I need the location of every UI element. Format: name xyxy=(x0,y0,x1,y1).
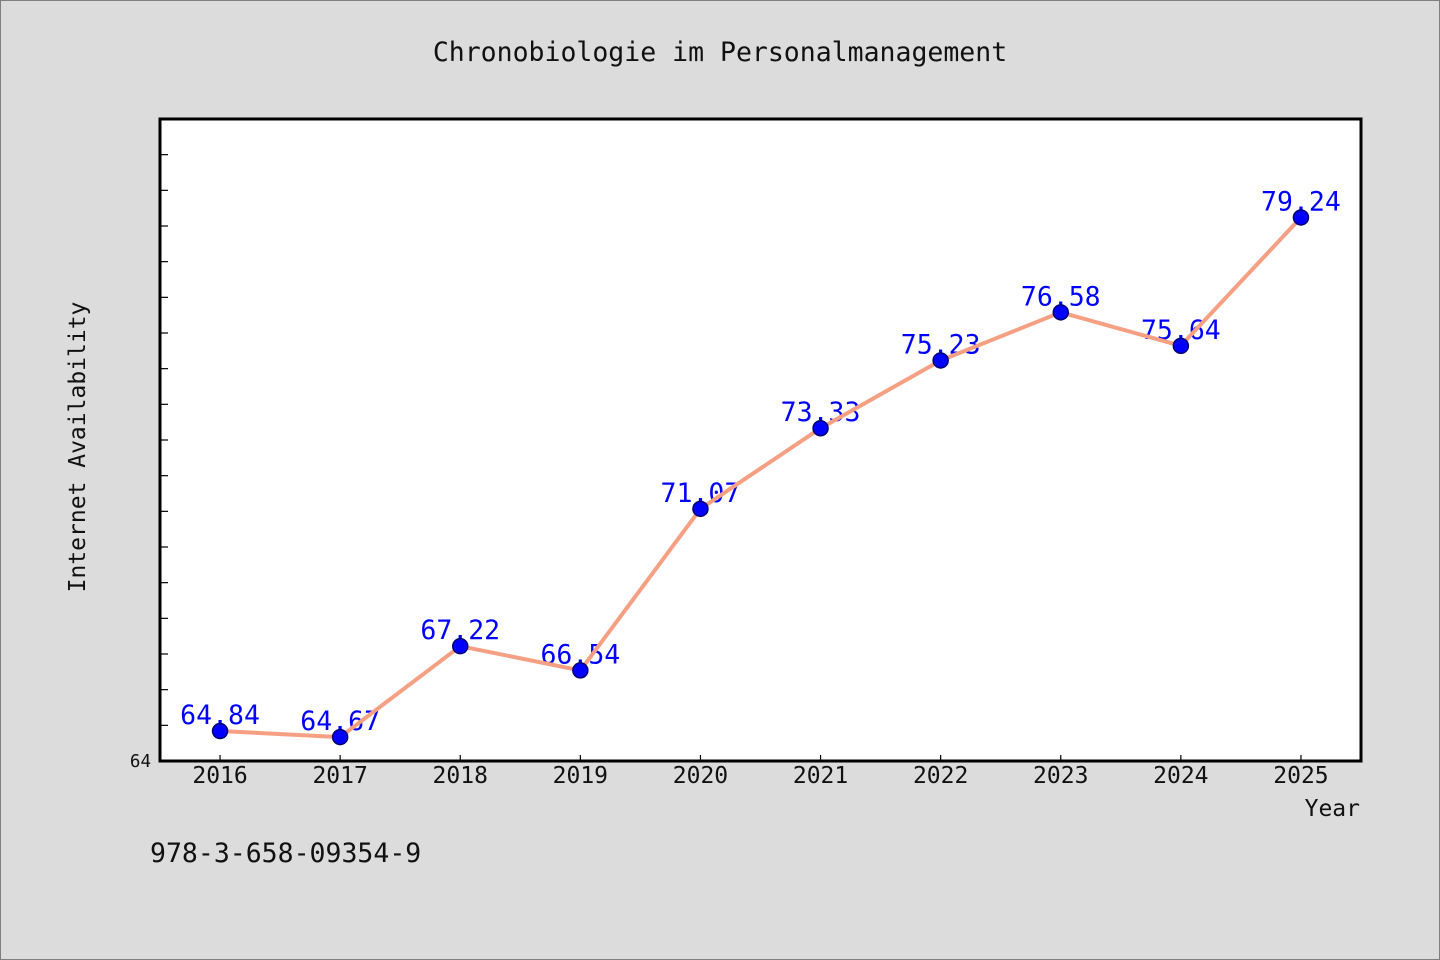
x-tick-label: 2016 xyxy=(192,763,247,789)
x-tick-label: 2023 xyxy=(1033,763,1088,789)
data-point-marker xyxy=(1172,337,1190,355)
data-point-marker xyxy=(331,728,349,746)
data-point-marker xyxy=(452,637,469,655)
data-point-marker xyxy=(572,662,589,679)
x-tick-label: 2021 xyxy=(793,763,848,789)
y-tick-label: 64 xyxy=(130,752,151,772)
isbn-footer: 978-3-658-09354-9 xyxy=(150,838,421,869)
data-point-marker xyxy=(211,722,229,740)
plot-frame xyxy=(158,117,1363,763)
data-point-marker xyxy=(932,352,949,369)
series-line xyxy=(218,215,1303,740)
plot-area xyxy=(160,119,1361,761)
series-group xyxy=(218,215,1303,740)
x-tick-label: 2024 xyxy=(1153,763,1208,789)
x-tick-label: 2025 xyxy=(1273,763,1328,789)
x-axis-ticks: 2016 2017 2018 2019 2020 2021 2022 2023 2024 2025 xyxy=(192,755,1329,789)
x-tick-label: 2022 xyxy=(913,763,968,789)
data-point-marker xyxy=(692,500,709,518)
data-point-marker xyxy=(812,419,829,437)
x-tick-label: 2019 xyxy=(553,763,608,789)
data-markers xyxy=(211,209,1310,746)
chart-title: Chronobiologie im Personalmanagement xyxy=(433,37,1007,68)
x-tick-label: 2017 xyxy=(312,763,367,789)
x-tick-label: 2018 xyxy=(433,763,488,789)
y-axis-label: Internet Availability xyxy=(65,302,91,593)
x-axis-label: Year xyxy=(1305,796,1360,822)
x-tick-label: 2020 xyxy=(673,763,728,789)
data-point-marker xyxy=(1292,209,1310,226)
data-point-marker xyxy=(1052,304,1069,321)
